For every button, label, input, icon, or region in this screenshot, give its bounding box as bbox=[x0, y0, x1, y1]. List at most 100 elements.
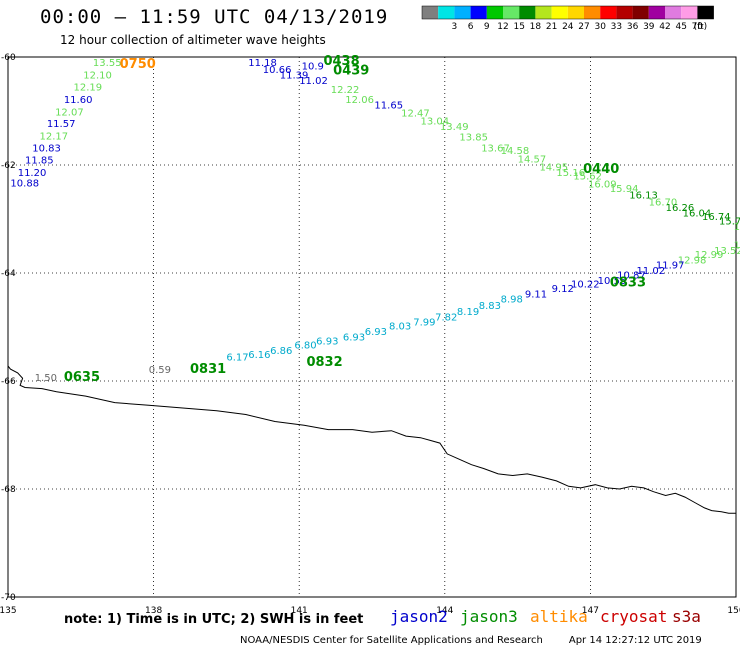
swh-value-label: 12.47 bbox=[401, 108, 430, 119]
legend-swatch bbox=[584, 6, 601, 19]
legend-tick-label: 42 bbox=[659, 22, 670, 32]
swh-value-label: 0.59 bbox=[149, 365, 171, 376]
swh-value-label: 9.11 bbox=[525, 289, 547, 300]
swh-value-label: 11.02 bbox=[299, 76, 328, 87]
satellite-label-s3a: s3a bbox=[672, 607, 701, 626]
swh-value-label: 15.56 bbox=[734, 241, 740, 252]
legend-swatch bbox=[551, 6, 568, 19]
lat-tick-label: -70 bbox=[1, 593, 16, 603]
legend-tick-label: 27 bbox=[578, 22, 589, 32]
map-note: note: 1) Time is in UTC; 2) SWH is in fe… bbox=[64, 612, 364, 627]
lon-tick-label: 150 bbox=[727, 606, 740, 616]
swh-value-label: 8.83 bbox=[479, 301, 501, 312]
swh-value-label: 11.02 bbox=[637, 266, 666, 277]
legend-tick-label: 6 bbox=[468, 22, 474, 32]
swh-value-label: 8.98 bbox=[501, 295, 523, 306]
pass-time-label: 0438 bbox=[323, 54, 359, 69]
swh-value-label: 10.87 bbox=[617, 270, 646, 281]
coastline bbox=[7, 365, 736, 514]
swh-value-label: 14.57 bbox=[518, 154, 547, 165]
swh-value-label: 12.99 bbox=[695, 250, 724, 261]
legend-tick-label: 39 bbox=[643, 22, 655, 32]
swh-value-label: 11.60 bbox=[64, 95, 93, 106]
swh-value-label: 13.52 bbox=[714, 246, 740, 257]
swh-value-label: 8.19 bbox=[457, 307, 479, 318]
swh-value-label: 6.16 bbox=[248, 350, 270, 361]
swh-value-label: 10.83 bbox=[32, 144, 61, 155]
swh-value-label: 15.16 bbox=[556, 168, 585, 179]
swh-value-label: 9.12 bbox=[552, 284, 574, 295]
swh-value-label: 15.94 bbox=[610, 184, 639, 195]
legend-tick-label: 12 bbox=[497, 22, 508, 32]
pass-time-label: 0832 bbox=[306, 355, 342, 370]
swh-value-label: 12.19 bbox=[74, 82, 103, 93]
pass-time-label: 0439 bbox=[333, 63, 369, 78]
legend-tick-label: 45 bbox=[675, 22, 686, 32]
swh-value-label: 14.58 bbox=[501, 146, 530, 157]
legend-swatch bbox=[486, 6, 503, 19]
legend-swatch bbox=[600, 6, 617, 19]
swh-value-label: 6.93 bbox=[316, 336, 338, 347]
swh-value-label: 6.93 bbox=[365, 327, 387, 338]
footer-credit: NOAA/NESDIS Center for Satellite Applica… bbox=[240, 635, 543, 646]
swh-value-label: 14.95 bbox=[539, 162, 568, 173]
swh-value-label: 12.22 bbox=[331, 85, 360, 96]
legend-tick-label: 21 bbox=[546, 22, 557, 32]
swh-value-label: 13.55 bbox=[93, 58, 122, 69]
swh-value-label: 6.86 bbox=[270, 346, 292, 357]
swh-value-label: 11.20 bbox=[18, 168, 47, 179]
legend-swatch bbox=[503, 6, 520, 19]
swh-value-label: 6.93 bbox=[343, 333, 365, 344]
color-scale-legend: 3 6 9 12 15 18 21 24 27 30 33 36 39 42 45 70(ft) bbox=[421, 5, 714, 32]
satellite-label-jason3: jason3 bbox=[460, 607, 518, 626]
legend-swatch bbox=[454, 6, 471, 19]
swh-value-label: 16.13 bbox=[629, 190, 658, 201]
swh-value-label: 11.57 bbox=[47, 119, 76, 130]
swh-value-label: 6.17 bbox=[226, 352, 248, 363]
legend-swatch bbox=[422, 6, 439, 19]
legend-tick-label: 33 bbox=[611, 22, 622, 32]
swh-value-label: 11.85 bbox=[25, 155, 54, 166]
swh-value-label: 12.98 bbox=[678, 255, 707, 266]
swh-value-label: 15.74 bbox=[719, 216, 740, 227]
coastline-path bbox=[7, 365, 736, 514]
legend-swatch bbox=[438, 6, 455, 19]
legend-swatch bbox=[697, 6, 714, 19]
legend-tick-label: 70 bbox=[692, 22, 704, 32]
swh-value-label: 16.04 bbox=[683, 208, 712, 219]
satellite-label-cryosat: cryosat bbox=[600, 607, 668, 626]
swh-value-label: 7.99 bbox=[413, 317, 435, 328]
legend-swatch bbox=[567, 6, 584, 19]
swh-value-label: 13.85 bbox=[459, 133, 488, 144]
swh-value-label: 13.49 bbox=[440, 122, 469, 133]
swh-value-label: 6.80 bbox=[294, 341, 316, 352]
swh-value-label: 12.10 bbox=[83, 71, 112, 82]
pass-time-label: 0831 bbox=[190, 362, 226, 377]
swh-value-label: 7.82 bbox=[435, 313, 457, 324]
legend-tick-label: 24 bbox=[562, 22, 574, 32]
lon-tick-label: 147 bbox=[582, 606, 599, 616]
legend-swatch bbox=[616, 6, 633, 19]
lat-tick-label: -68 bbox=[1, 485, 16, 495]
legend-swatch bbox=[519, 6, 536, 19]
footer: NOAA/NESDIS Center for Satellite Applica… bbox=[240, 635, 702, 646]
pass-time-label: 0833 bbox=[610, 276, 646, 291]
lat-tick-label: -64 bbox=[1, 269, 16, 279]
lon-tick-label: 135 bbox=[0, 606, 17, 616]
lat-tick-label: -60 bbox=[1, 53, 16, 63]
legend-swatch bbox=[632, 6, 649, 19]
legend-tick-label: 36 bbox=[627, 22, 639, 32]
satellite-label-jason2: jason2 bbox=[390, 607, 448, 626]
swh-value-label: 10.55 bbox=[598, 276, 627, 287]
swh-value-label: 10.66 bbox=[263, 65, 292, 76]
lat-lon-grid: 135 138 141 144 147 150 -60 -62 -64 -66 -68 -70 bbox=[0, 53, 740, 616]
swh-value-label: 11.18 bbox=[248, 58, 277, 69]
map-title: 00:00 – 11:59 UTC 04/13/2019 bbox=[40, 6, 389, 28]
satellite-label-altika: altika bbox=[530, 607, 588, 626]
pass-time-label: 0440 bbox=[583, 162, 619, 177]
pass-time-label: 0750 bbox=[120, 57, 156, 72]
